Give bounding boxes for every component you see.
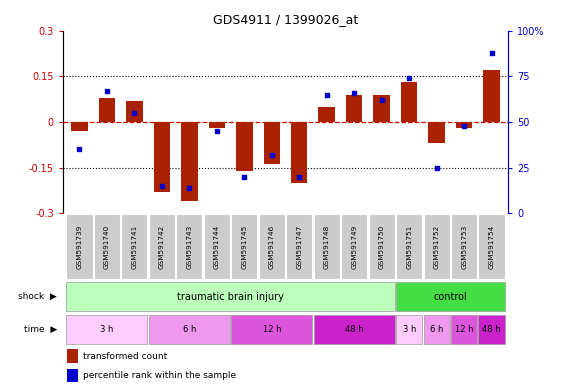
Point (102, 88, 111, 94)
Bar (424, 214, 450, 279)
Text: GSM591744: GSM591744 (214, 225, 220, 269)
Bar (259, 214, 285, 279)
Point (295, 174, 304, 180)
Text: GSM591753: GSM591753 (461, 225, 467, 269)
Bar (396, 282, 505, 311)
Point (349, 89, 359, 96)
Bar (67, 349, 78, 363)
Point (157, 183, 166, 189)
Text: GSM591747: GSM591747 (296, 225, 302, 269)
Bar (176, 214, 203, 279)
Bar (291, 122, 308, 183)
Text: 6 h: 6 h (183, 325, 196, 334)
Bar (66, 314, 147, 344)
Point (184, 185, 194, 191)
Bar (236, 122, 252, 170)
Bar (99, 98, 115, 122)
Text: 3 h: 3 h (100, 325, 114, 334)
Text: 12 h: 12 h (263, 325, 281, 334)
Text: control: control (433, 291, 467, 302)
Text: GSM591750: GSM591750 (379, 225, 385, 269)
Text: GSM591746: GSM591746 (269, 225, 275, 269)
Bar (484, 70, 500, 122)
Bar (341, 214, 367, 279)
Bar (451, 214, 477, 279)
Bar (148, 214, 175, 279)
Bar (71, 122, 87, 131)
Text: transformed count: transformed count (83, 352, 167, 361)
Text: GSM591740: GSM591740 (104, 225, 110, 269)
Point (240, 174, 249, 180)
Text: 12 h: 12 h (455, 325, 473, 334)
Point (267, 152, 276, 158)
Bar (208, 122, 225, 128)
Bar (478, 214, 505, 279)
Bar (154, 122, 170, 192)
Bar (231, 314, 312, 344)
Bar (121, 214, 147, 279)
Point (460, 122, 469, 129)
Bar (456, 122, 472, 128)
Bar (204, 214, 230, 279)
Text: GSM591754: GSM591754 (489, 225, 494, 269)
Text: GSM591743: GSM591743 (186, 225, 192, 269)
Bar (313, 214, 340, 279)
Bar (396, 214, 423, 279)
Point (212, 128, 222, 134)
Bar (263, 122, 280, 164)
Text: 48 h: 48 h (345, 325, 364, 334)
Text: shock  ▶: shock ▶ (18, 292, 57, 301)
Bar (424, 314, 450, 344)
Point (130, 110, 139, 116)
Bar (148, 314, 230, 344)
Text: 3 h: 3 h (403, 325, 416, 334)
Bar (401, 83, 417, 122)
Bar (231, 214, 258, 279)
Text: GSM591741: GSM591741 (131, 225, 137, 269)
Bar (94, 214, 120, 279)
Text: percentile rank within the sample: percentile rank within the sample (83, 371, 236, 380)
Text: 48 h: 48 h (482, 325, 501, 334)
Bar (451, 314, 477, 344)
Text: GSM591748: GSM591748 (324, 225, 329, 269)
Text: GSM591739: GSM591739 (77, 225, 82, 269)
Bar (286, 214, 312, 279)
Bar (368, 214, 395, 279)
Bar (319, 107, 335, 122)
Point (487, 50, 496, 56)
Text: GDS4911 / 1399026_at: GDS4911 / 1399026_at (213, 13, 358, 26)
Point (405, 75, 414, 81)
Point (322, 91, 331, 98)
Bar (428, 122, 445, 143)
Text: GSM591749: GSM591749 (351, 225, 357, 269)
Text: time  ▶: time ▶ (24, 325, 57, 334)
Text: GSM591752: GSM591752 (434, 225, 440, 269)
Bar (346, 94, 363, 122)
Bar (373, 94, 390, 122)
Bar (313, 314, 395, 344)
Bar (181, 122, 198, 201)
Bar (396, 314, 423, 344)
Bar (67, 369, 78, 382)
Bar (478, 314, 505, 344)
Text: GSM591751: GSM591751 (406, 225, 412, 269)
Bar (66, 282, 395, 311)
Text: GSM591745: GSM591745 (242, 225, 247, 269)
Text: 6 h: 6 h (430, 325, 444, 334)
Text: traumatic brain injury: traumatic brain injury (177, 291, 284, 302)
Bar (66, 214, 93, 279)
Bar (126, 101, 143, 122)
Point (377, 97, 387, 103)
Point (75, 146, 84, 152)
Point (432, 164, 441, 170)
Text: GSM591742: GSM591742 (159, 225, 165, 269)
